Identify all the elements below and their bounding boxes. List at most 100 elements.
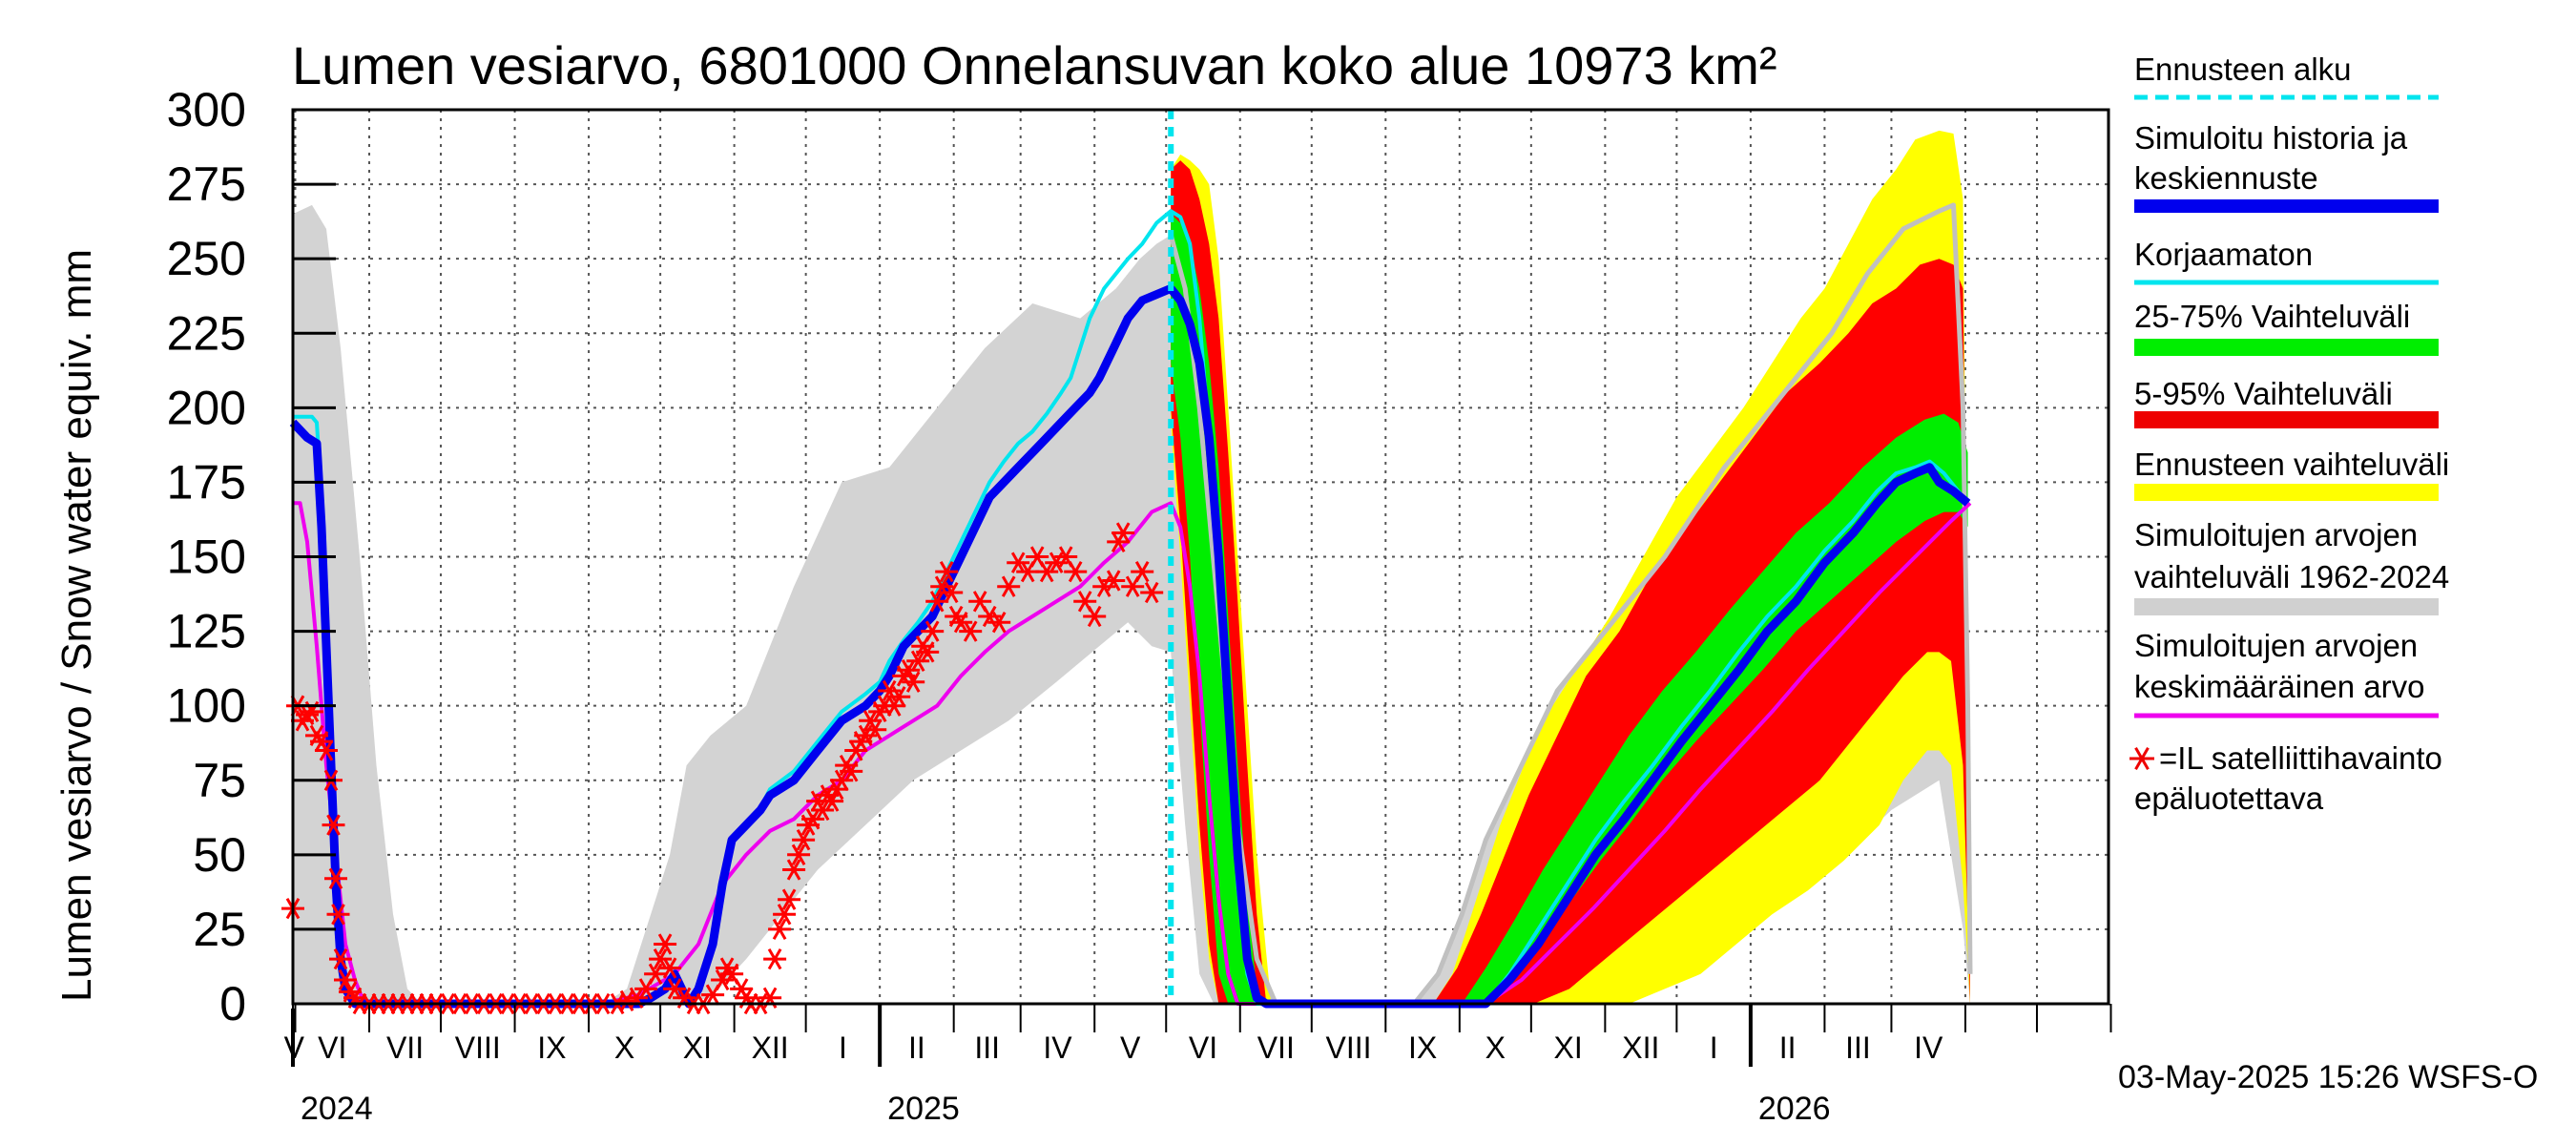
forecast-mean-line — [1167, 285, 1971, 1009]
marker-stroke — [843, 760, 859, 782]
satellite-observation — [658, 957, 682, 979]
y-tick-label: 125 — [167, 605, 246, 658]
marker-stroke — [1134, 560, 1150, 583]
marker-stroke — [1144, 581, 1159, 604]
marker-stroke — [1010, 552, 1026, 573]
marker-stroke — [1077, 591, 1092, 613]
satellite-observation — [811, 799, 835, 822]
month-label: IV — [1043, 1030, 1072, 1065]
satellite-observation — [940, 581, 964, 604]
month-label: III — [974, 1030, 1000, 1065]
legend-label: =IL satelliittihavainto — [2159, 740, 2442, 776]
satellite-observation — [916, 641, 940, 663]
satellite-observation — [840, 760, 863, 782]
marker-stroke — [929, 591, 945, 613]
y-axis-label: Lumen vesiarvo / Snow water equiv. mm — [53, 249, 100, 1002]
marker-stroke — [1039, 560, 1054, 583]
satellite-observation — [763, 947, 787, 970]
band-25-75 — [1171, 214, 1968, 1005]
satellite-observation — [830, 769, 854, 791]
satellite-observation — [322, 814, 345, 836]
legend-label: vaihteluväli 1962-2024 — [2134, 559, 2449, 594]
legend-label: 25-75% Vaihteluväli — [2134, 299, 2410, 334]
month-label: VIII — [1326, 1030, 1372, 1065]
marker-stroke — [781, 888, 797, 910]
marker-stroke — [824, 790, 840, 812]
marker-stroke — [767, 947, 782, 970]
satellite-observation — [324, 867, 347, 889]
legend-label: epäluotettava — [2134, 781, 2324, 816]
satellite-observation — [792, 829, 816, 851]
marker-stroke — [319, 739, 334, 761]
y-tick-label: 150 — [167, 531, 246, 584]
marker-stroke — [867, 718, 883, 740]
marker-stroke — [924, 620, 940, 642]
satellite-observation — [987, 612, 1011, 634]
satellite-observation — [959, 620, 983, 642]
marker-stroke — [331, 904, 345, 926]
month-label: IV — [1914, 1030, 1943, 1065]
month-label: X — [1485, 1030, 1506, 1065]
marker-stroke — [920, 641, 935, 663]
year-label: 2024 — [301, 1091, 373, 1127]
satellite-observation — [935, 560, 959, 583]
marker-stroke — [772, 918, 787, 941]
marker-stroke — [953, 612, 968, 634]
y-tick-label: 250 — [167, 232, 246, 285]
satellite-observation — [821, 790, 844, 812]
satellite-observation — [949, 612, 973, 634]
marker-stroke — [1068, 560, 1083, 583]
satellite-observation — [1035, 560, 1059, 583]
month-label: XI — [1553, 1030, 1582, 1065]
satellite-observation — [1140, 581, 1164, 604]
month-label: II — [908, 1030, 925, 1065]
marker-stroke — [333, 947, 348, 970]
satellite-observation — [1102, 570, 1126, 592]
satellite-observation — [863, 718, 887, 740]
satellite-observation — [334, 968, 357, 991]
marker-stroke — [982, 605, 997, 628]
band-5-95 — [1171, 160, 1970, 1005]
month-label: VI — [318, 1030, 346, 1065]
y-tick-label: 25 — [193, 903, 246, 956]
marker-stroke — [328, 867, 343, 889]
marker-stroke — [1058, 546, 1073, 568]
marker-stroke — [972, 591, 987, 613]
y-tick-label: 200 — [167, 381, 246, 434]
month-label: IX — [1408, 1030, 1437, 1065]
marker-stroke — [1029, 546, 1045, 568]
legend-label: Korjaamaton — [2134, 237, 2313, 272]
month-label: IX — [537, 1030, 566, 1065]
legend: Ennusteen alku Simuloitu historia ja keski… — [2129, 52, 2449, 816]
marker-stroke — [891, 686, 906, 708]
marker-stroke — [657, 933, 673, 955]
marker-stroke — [901, 659, 916, 681]
legend-label: Simuloitu historia ja — [2134, 120, 2408, 156]
month-label: III — [1845, 1030, 1871, 1065]
range-bands — [293, 130, 1970, 1005]
month-label: XII — [1622, 1030, 1659, 1065]
marker-stroke — [667, 978, 682, 1000]
satellite-observation — [787, 843, 811, 865]
marker-stroke — [326, 814, 341, 836]
legend-label: keskiennuste — [2134, 160, 2318, 196]
month-label: I — [839, 1030, 847, 1065]
y-tick-label: 75 — [193, 754, 246, 807]
satellite-observation — [773, 904, 797, 926]
satellite-observation — [801, 808, 825, 830]
marker-stroke — [796, 829, 811, 851]
marker-stroke — [653, 947, 668, 970]
month-label: XII — [752, 1030, 789, 1065]
month-label: I — [1710, 1030, 1718, 1065]
satellite-observation — [1064, 560, 1088, 583]
year-label: 2025 — [887, 1091, 960, 1127]
marker-stroke — [1106, 570, 1121, 592]
satellite-observation — [906, 650, 930, 672]
month-label: VII — [386, 1030, 424, 1065]
marker-stroke — [724, 963, 739, 985]
satellite-observation — [997, 575, 1021, 597]
y-tick-label: 100 — [167, 679, 246, 733]
month-label: XI — [683, 1030, 712, 1065]
marker-stroke — [834, 769, 849, 791]
